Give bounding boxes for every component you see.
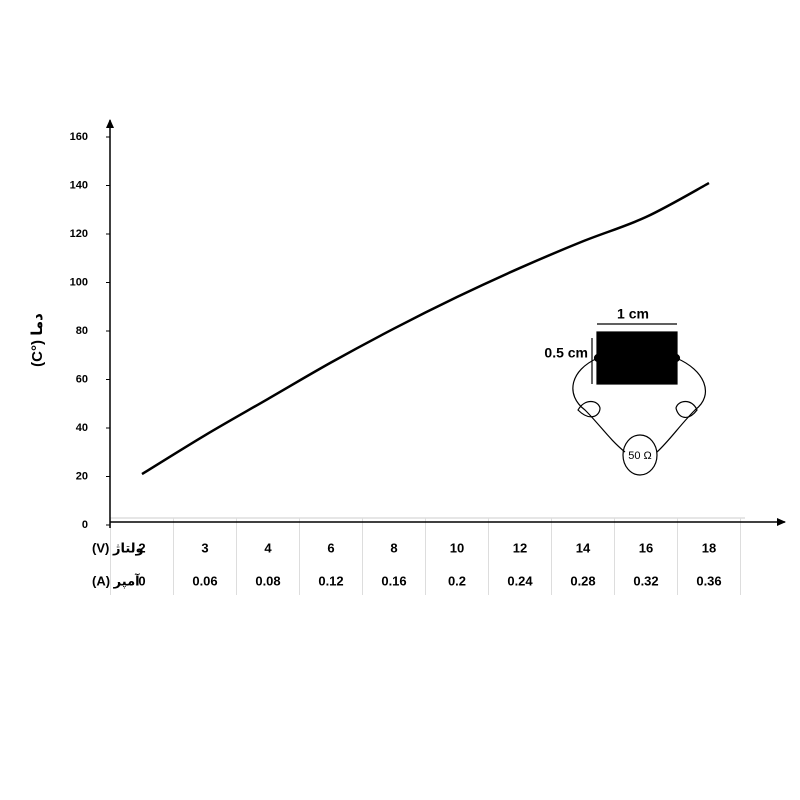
inset-diagram — [572, 323, 706, 476]
table-grid — [110, 517, 745, 595]
current-value: 0.28 — [570, 573, 595, 588]
current-value: 0.12 — [318, 573, 343, 588]
x-tick-label: 2 — [138, 540, 145, 555]
y-tick-label: 60 — [76, 373, 88, 385]
x-tick-label: 4 — [264, 540, 272, 555]
x-row-label: ولتاژ (V) — [92, 540, 144, 555]
y-tick-label: 100 — [70, 276, 88, 288]
resistor-label: 50 Ω — [628, 450, 652, 462]
current-value: 0 — [138, 573, 145, 588]
current-value: 0.06 — [192, 573, 217, 588]
current-value: 0.2 — [448, 573, 466, 588]
current-row-label: آمپر (A) — [92, 572, 140, 588]
current-value: 0.36 — [696, 573, 721, 588]
current-value: 0.24 — [507, 573, 533, 588]
x-tick-label: 6 — [327, 540, 334, 555]
y-tick-label: 80 — [76, 325, 88, 337]
current-value: 0.08 — [255, 573, 280, 588]
width-label: 1 cm — [617, 306, 649, 322]
y-tick-label: 160 — [70, 131, 88, 143]
y-axis-title: دما (°C) — [29, 313, 46, 367]
x-tick-label: 12 — [513, 540, 527, 555]
x-tick-label: 10 — [450, 540, 464, 555]
current-value: 0.32 — [633, 573, 658, 588]
x-tick-label: 3 — [201, 540, 208, 555]
x-tick-label: 14 — [576, 540, 591, 555]
x-tick-label: 16 — [639, 540, 653, 555]
y-tick-label: 0 — [82, 519, 88, 531]
height-label: 0.5 cm — [544, 345, 588, 361]
x-tick-label: 18 — [702, 540, 716, 555]
curve — [141, 181, 710, 476]
y-tick-label: 140 — [70, 179, 88, 191]
y-tick-label: 40 — [76, 422, 88, 434]
y-tick-label: 120 — [70, 228, 88, 240]
y-tick-label: 20 — [76, 470, 88, 482]
x-tick-label: 8 — [390, 540, 397, 555]
current-value: 0.16 — [381, 573, 406, 588]
